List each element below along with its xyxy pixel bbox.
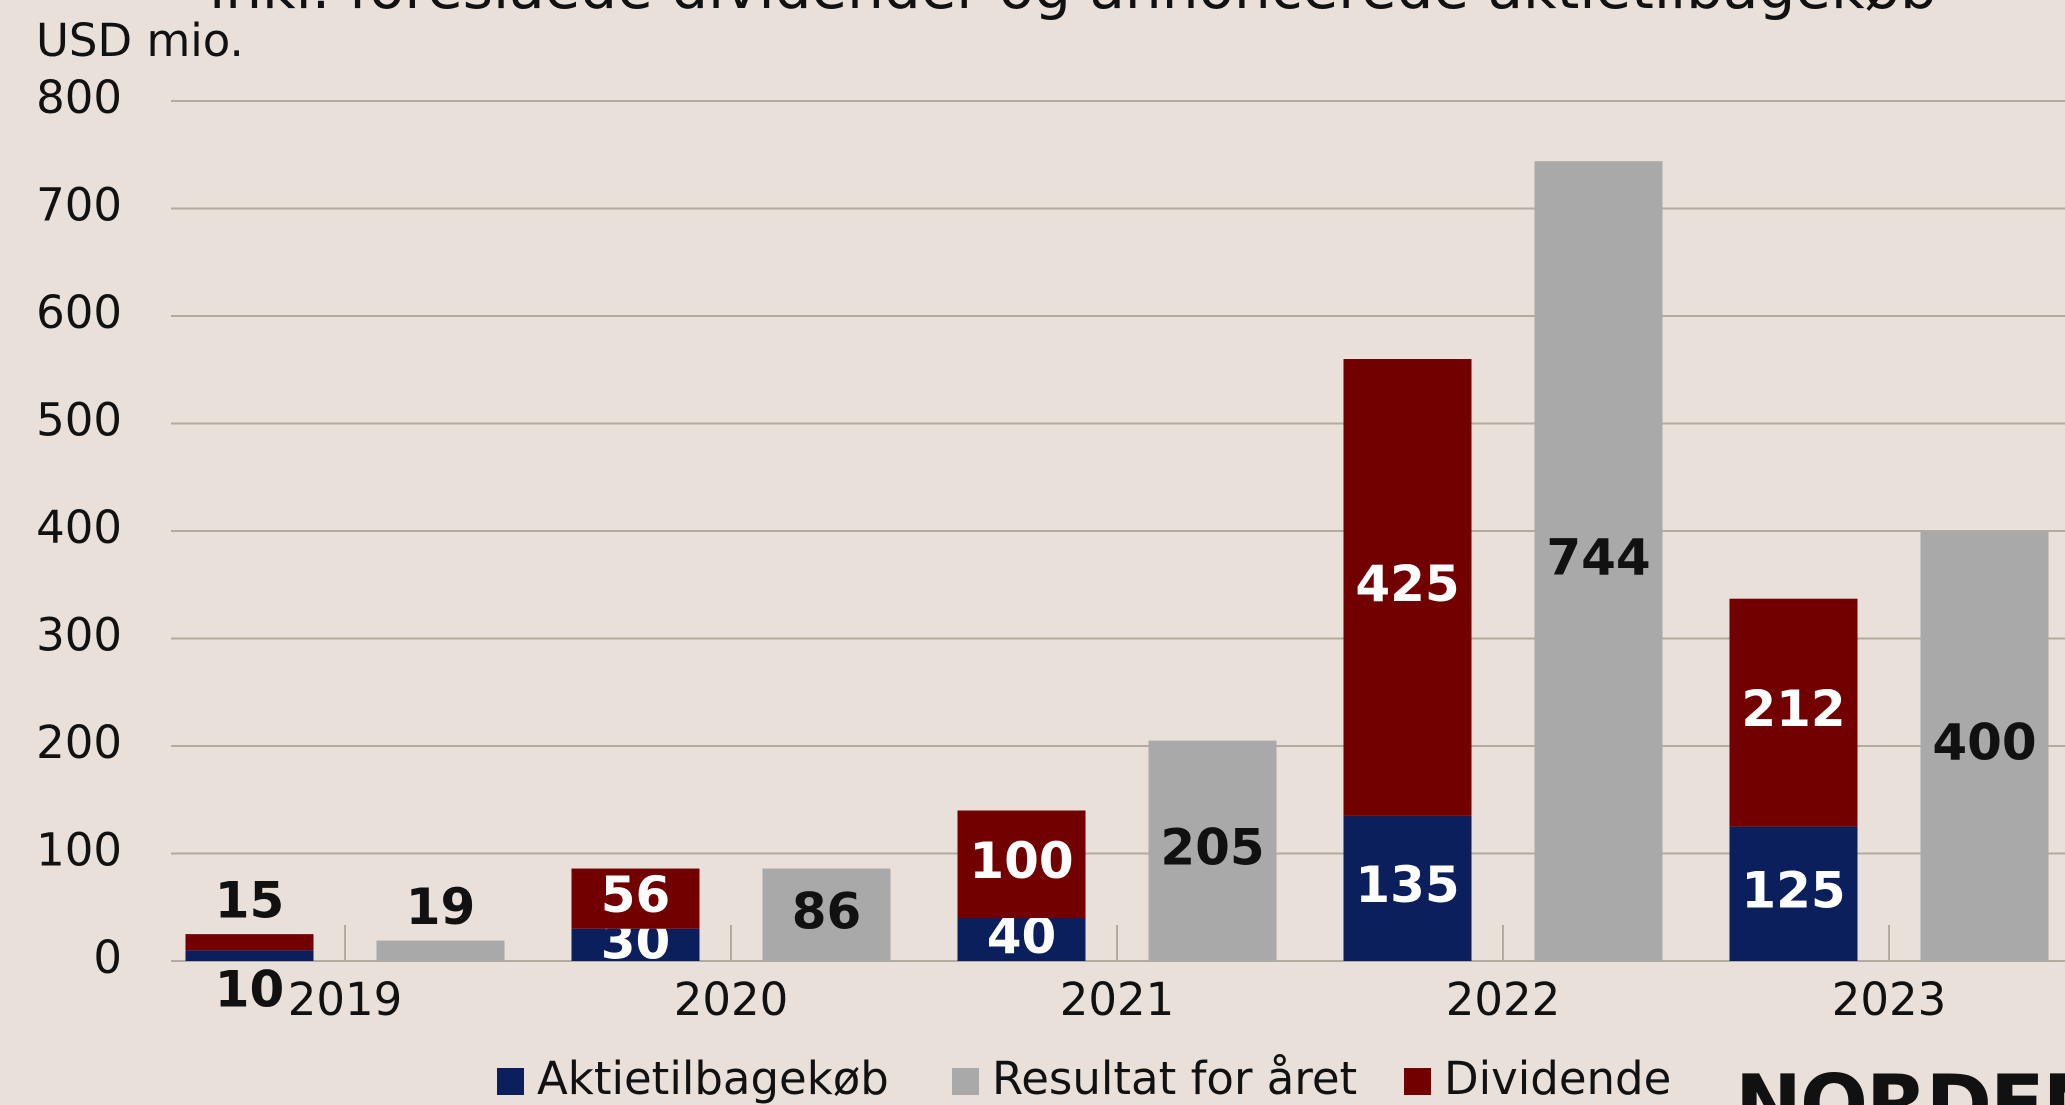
bar — [1729, 598, 1858, 827]
x-tick-label: 2021 — [1060, 973, 1175, 1026]
bar — [376, 940, 505, 961]
x-tick-label: 2020 — [674, 973, 789, 1026]
y-tick-label: 500 — [36, 394, 122, 447]
data-label: 425 — [1355, 555, 1459, 613]
y-tick-label: 700 — [36, 179, 122, 232]
data-label: 212 — [1741, 680, 1845, 738]
bar — [1148, 740, 1277, 961]
y-tick-label: 600 — [36, 286, 122, 339]
data-label: 86 — [792, 882, 862, 940]
y-tick-label: 0 — [93, 931, 122, 984]
y-tick-label: 200 — [36, 716, 122, 769]
bar — [571, 928, 700, 961]
bar — [1920, 531, 2049, 961]
data-label: 100 — [969, 832, 1073, 890]
x-tick-label: 2022 — [1446, 973, 1561, 1026]
bar — [1343, 815, 1472, 961]
logo: NORDEN — [1735, 1058, 2065, 1105]
y-tick-label: 100 — [36, 824, 122, 877]
y-tick-label: 400 — [36, 501, 122, 554]
data-label: 56 — [601, 866, 671, 924]
data-label: 400 — [1932, 714, 2036, 772]
legend-swatch — [952, 1068, 979, 1095]
data-label: 135 — [1355, 856, 1459, 914]
bar — [1343, 359, 1472, 816]
chart-title: inkl. foreslåede dividender og annoncere… — [209, 0, 1937, 22]
x-tick-label: 2023 — [1832, 973, 1947, 1026]
data-label: 744 — [1546, 529, 1650, 587]
data-label: 205 — [1160, 818, 1264, 876]
bar — [957, 810, 1086, 918]
y-tick-label: 300 — [36, 609, 122, 662]
y-axis-label: USD mio. — [36, 14, 244, 67]
y-tick-label: 800 — [36, 71, 122, 124]
legend-label: Dividende — [1444, 1052, 1671, 1105]
data-label: 15 — [215, 872, 285, 930]
bar — [957, 918, 1086, 961]
bar — [1729, 826, 1858, 961]
bar — [762, 868, 891, 961]
data-label: 125 — [1741, 861, 1845, 919]
legend-label: Resultat for året — [992, 1052, 1357, 1105]
x-tick-label: 2019 — [288, 973, 403, 1026]
data-label: 19 — [406, 878, 476, 936]
legend-swatch — [497, 1068, 524, 1095]
legend-label: Aktietilbagekøb — [537, 1052, 889, 1105]
bar — [185, 950, 314, 961]
bar — [1534, 161, 1663, 961]
bar — [571, 868, 700, 929]
data-label: 10 — [215, 961, 285, 1019]
legend-swatch — [1404, 1068, 1431, 1095]
bar — [185, 934, 314, 951]
